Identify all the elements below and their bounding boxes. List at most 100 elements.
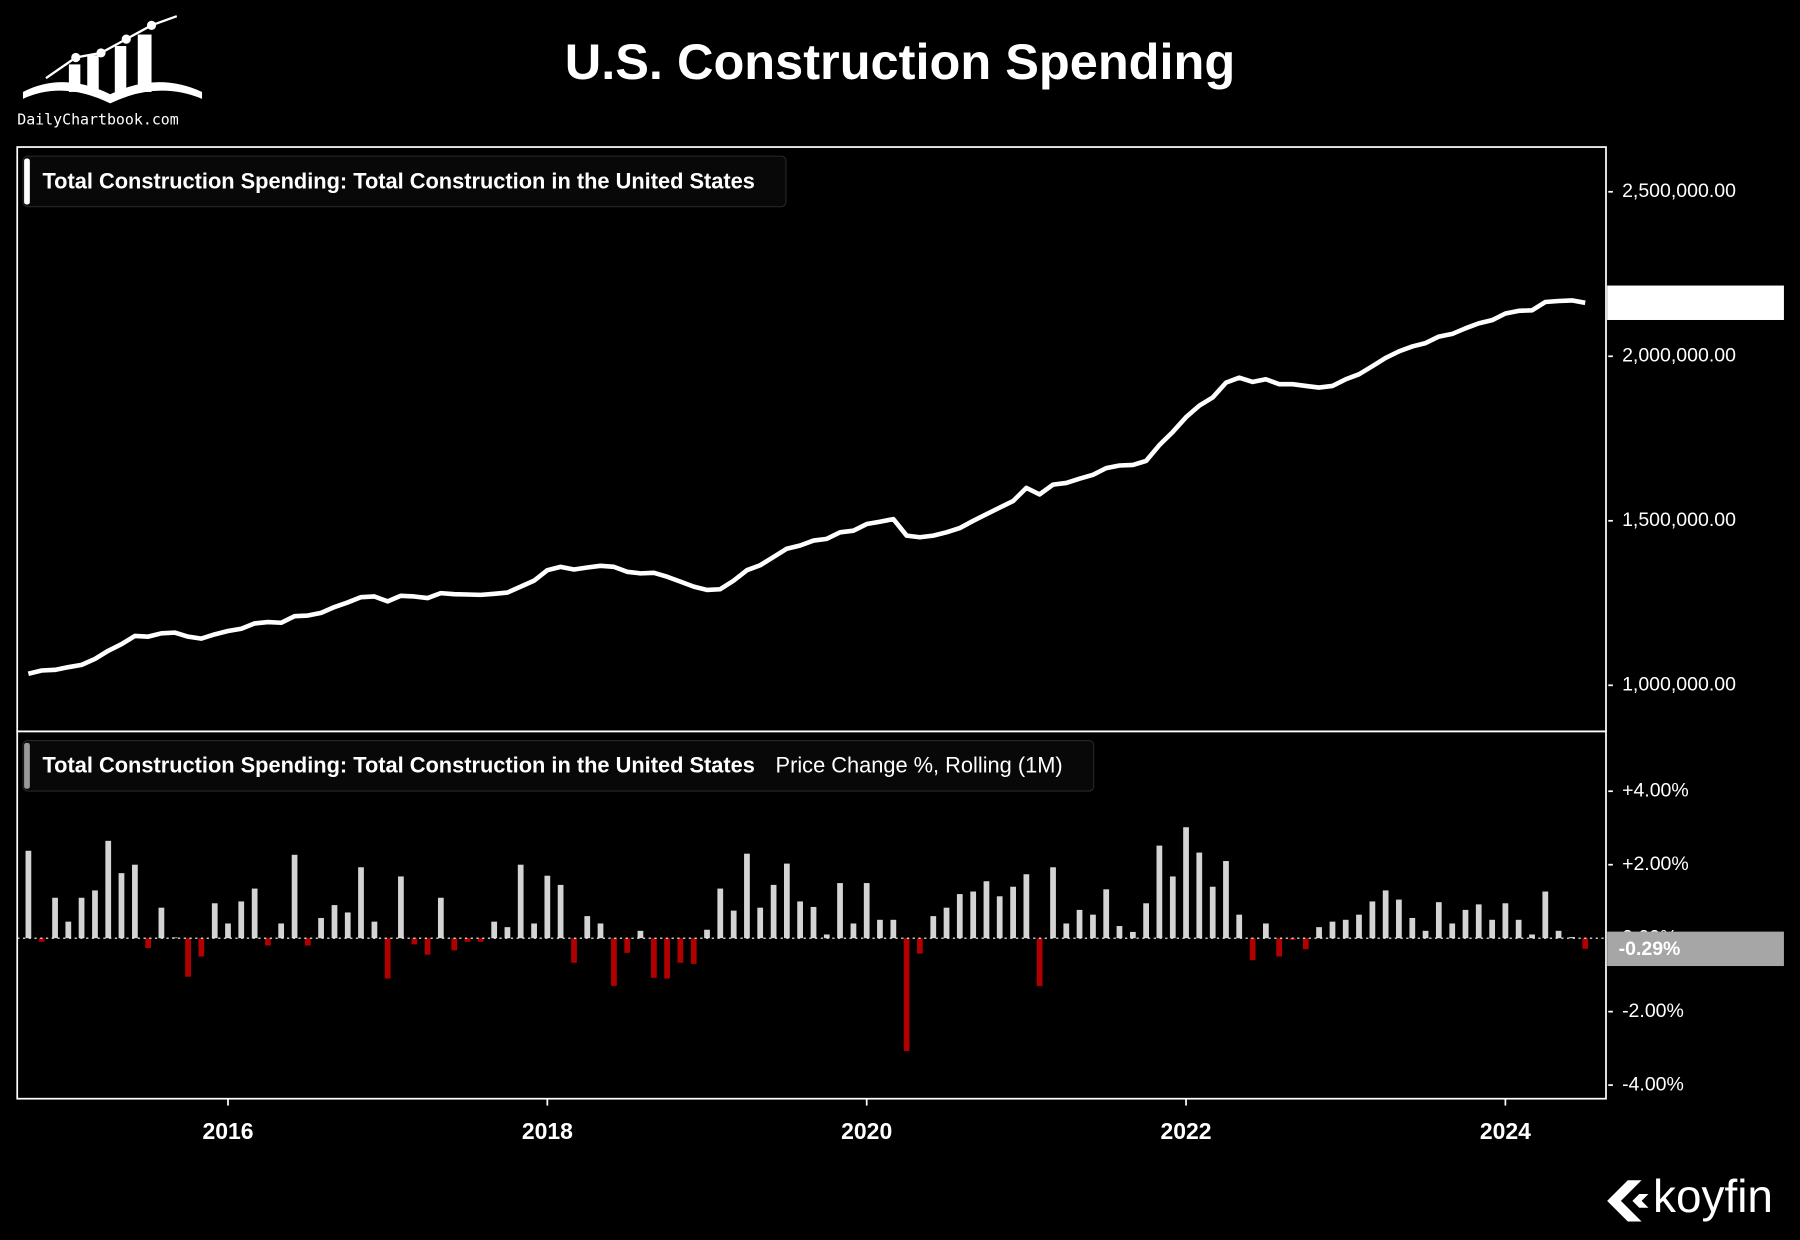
bar [1435,902,1442,939]
legend-label: Total Construction Spending: Total Const… [42,753,754,778]
bar [1249,938,1256,961]
bar [132,864,138,939]
bar [1502,903,1509,939]
bar [850,923,857,939]
bar [863,883,870,939]
bar [690,938,697,964]
bar [1209,886,1216,939]
bar [1369,901,1376,939]
bar [1223,861,1229,939]
bar [318,917,324,939]
bar [464,938,471,942]
bar [278,923,285,939]
bar [1475,904,1482,939]
bar [637,930,644,939]
bar [930,916,937,939]
bar [1103,889,1110,939]
bar [1276,938,1283,957]
lower-panel [16,730,1607,1100]
bar [1302,938,1309,950]
bar [1529,934,1535,939]
bar [1010,886,1016,939]
bar [411,938,418,945]
x-tick-label: 2024 [1480,1118,1531,1144]
bar [291,854,298,939]
bar [1569,937,1575,939]
legend-transform: Price Change %, Rolling (1M) [776,753,1063,778]
bar [225,923,231,939]
bar [730,910,737,939]
bar [996,896,1003,939]
bar [1130,931,1136,939]
y-tick-label: 1,500,000.00 [1622,509,1736,531]
bar [358,867,364,939]
bar [1090,914,1096,939]
bar [943,907,950,939]
bar [1449,923,1456,939]
bar [1289,938,1296,941]
bar [331,905,338,939]
line [27,298,1586,676]
bar [983,881,990,939]
bar [783,863,790,939]
bar [837,883,843,939]
bar [1183,827,1189,939]
bar [1063,923,1070,939]
x-tick-label: 2020 [841,1118,892,1144]
bar [158,907,165,939]
bar [211,903,218,939]
y-tick-label: -2.00% [1622,1000,1684,1022]
bar [611,938,617,986]
bar [185,938,191,977]
bar [25,850,32,939]
last-value-label: 2,162,683.00 [1619,292,1733,314]
last-value-label: -0.29% [1619,938,1681,960]
bar [810,906,817,939]
bar [424,938,431,955]
bar [1515,919,1522,939]
bar [704,929,710,939]
bar [823,934,830,939]
bar [1489,919,1496,939]
bar [398,876,404,939]
bar [1555,930,1562,939]
bar [1409,917,1416,939]
bar [744,853,750,939]
bar [1582,938,1589,949]
bar [544,875,551,939]
bar [1342,919,1349,939]
bar [956,894,963,939]
bar [624,938,631,953]
bar [1329,921,1336,939]
bar [584,916,591,939]
bar [1156,845,1163,939]
bar [265,938,271,946]
bar [437,897,444,939]
bar [1143,903,1149,939]
bar [1076,909,1083,939]
y-tick-label: +4.00% [1622,779,1689,801]
bar [557,884,564,939]
bar [531,923,537,939]
y-tick-label: -4.00% [1622,1073,1684,1095]
bar [757,907,764,939]
bar [344,912,351,939]
bar [1316,927,1322,939]
bar [38,938,45,942]
bar [477,938,484,942]
bar [1023,874,1030,939]
bar [1542,891,1549,939]
bar [371,921,378,939]
y-tick-label: 2,500,000.00 [1622,180,1736,202]
x-tick-label: 2022 [1161,1118,1212,1144]
bar [970,891,977,939]
bar [1396,899,1402,939]
y-tick-label: 2,000,000.00 [1622,344,1736,366]
bar [491,921,498,939]
x-tick-label: 2018 [522,1118,573,1144]
bar [251,888,258,939]
last-value-badge [1607,285,1784,320]
bar [384,938,391,979]
bar [877,919,883,939]
